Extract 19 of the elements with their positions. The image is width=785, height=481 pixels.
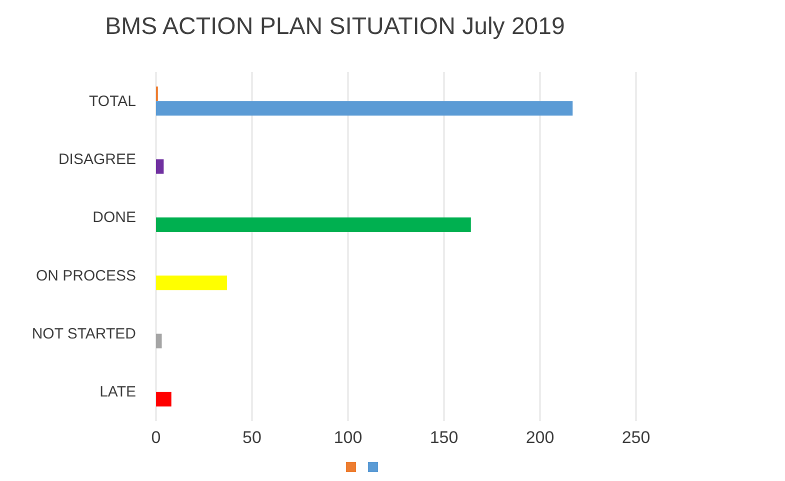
y-tick-label: DONE: [92, 209, 136, 226]
y-tick-label: NOT STARTED: [32, 326, 136, 343]
x-tick-label: 250: [622, 428, 650, 448]
x-tick-label: 100: [334, 428, 362, 448]
x-tick-label: 50: [242, 428, 262, 448]
y-tick-label: ON PROCESS: [36, 267, 136, 284]
bar: [156, 392, 172, 406]
y-tick-label: LATE: [100, 384, 136, 401]
x-tick-label: 200: [526, 428, 554, 448]
bar: [156, 217, 471, 232]
x-tick-label: 150: [430, 428, 458, 448]
y-tick-label: DISAGREE: [58, 151, 136, 168]
x-tick-label: 0: [151, 428, 161, 448]
chart-title: BMS ACTION PLAN SITUATION July 2019: [105, 13, 565, 40]
bar: [156, 159, 164, 174]
bar: [156, 334, 162, 348]
bar: [156, 276, 228, 290]
bar: [156, 101, 573, 116]
y-tick-label: TOTAL: [89, 92, 136, 110]
